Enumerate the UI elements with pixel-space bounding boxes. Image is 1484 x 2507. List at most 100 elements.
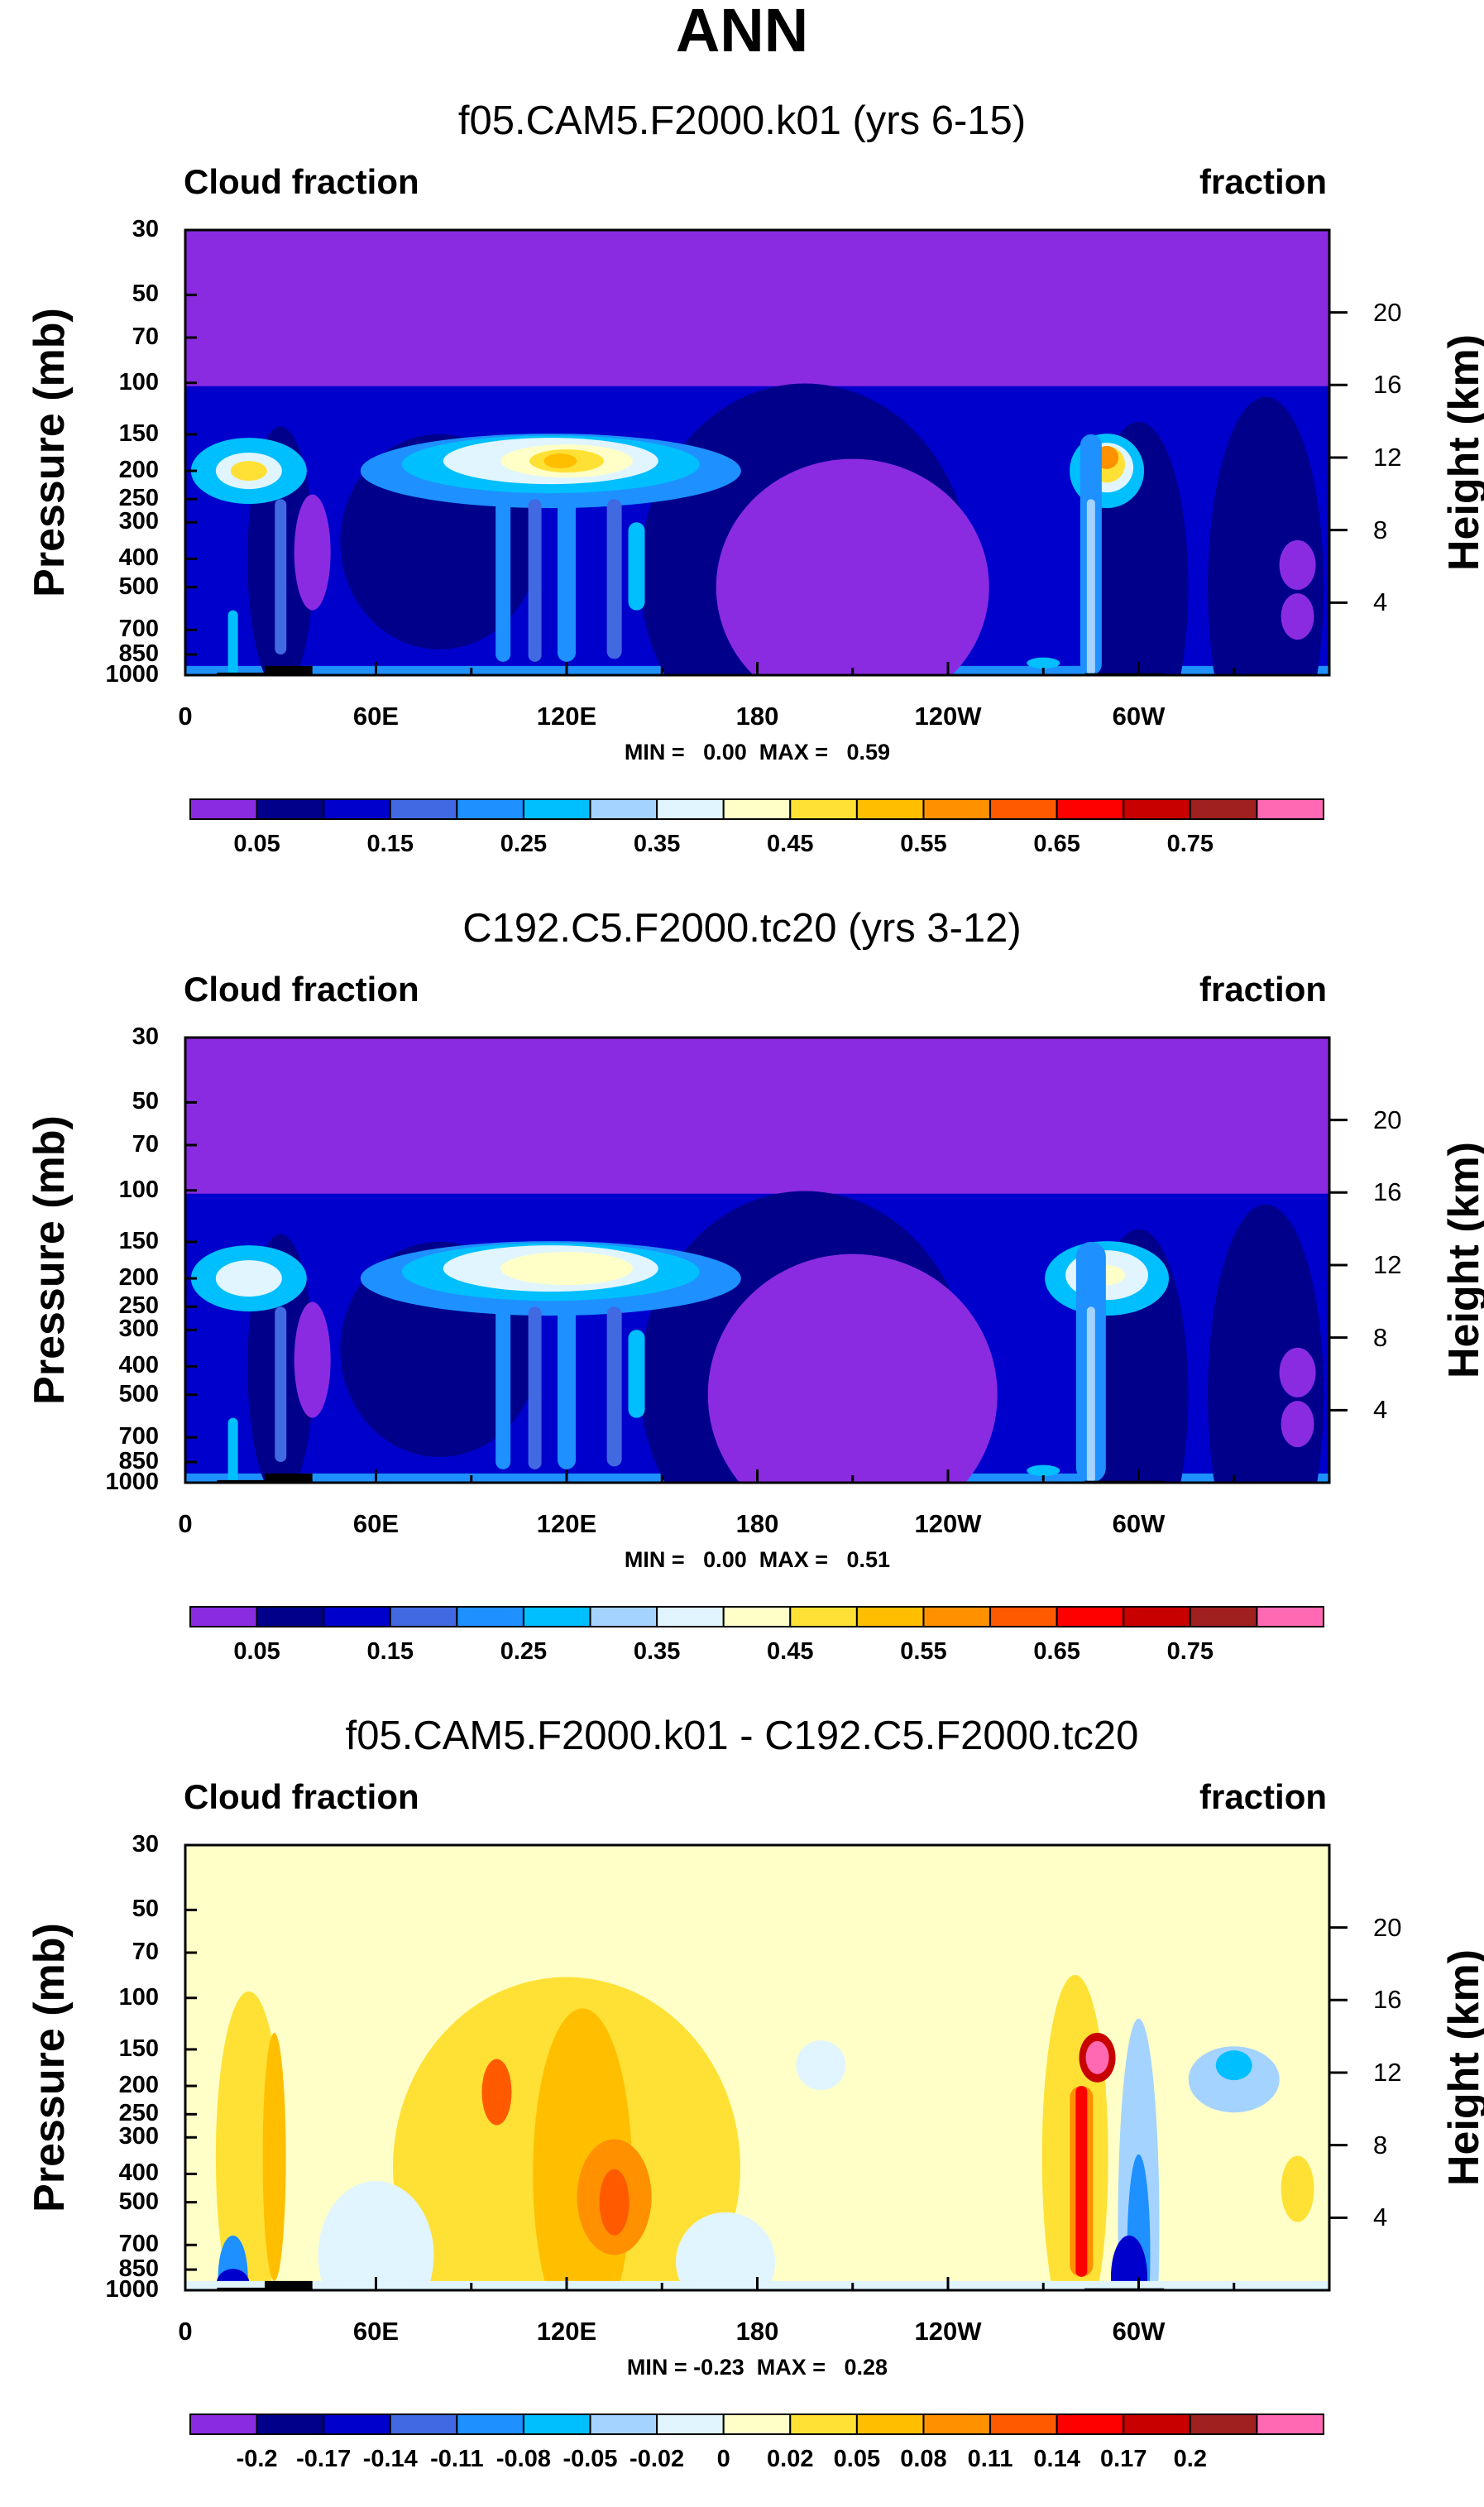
height-tick-label: 4 [1373, 1395, 1388, 1425]
contour-region [1085, 2040, 1109, 2074]
height-tick-label: 8 [1373, 515, 1388, 544]
contour-region [558, 499, 576, 662]
contour-region [481, 2059, 512, 2126]
contour-field [185, 1038, 1329, 1483]
contour-region [1279, 1347, 1316, 1397]
panel-left-label: Cloud fraction [184, 1777, 419, 1816]
pressure-tick-label: 700 [118, 2231, 159, 2258]
pressure-tick-label: 250 [118, 485, 159, 512]
colorbar-swatch [323, 798, 391, 820]
colorbar [189, 2414, 1324, 2435]
height-tick-label: 16 [1373, 1985, 1402, 2015]
panel-left-label: Cloud fraction [184, 162, 419, 201]
pressure-tick-label: 70 [132, 323, 159, 350]
pressure-tick-label: 1000 [105, 661, 159, 688]
pressure-tick-label: 30 [132, 1831, 159, 1857]
figure-title: ANN [675, 0, 809, 65]
contour-region [318, 2180, 434, 2290]
height-tick-label: 20 [1373, 1912, 1402, 1942]
colorbar-swatch [722, 798, 792, 820]
height-tick-label: 16 [1373, 370, 1402, 400]
contour-region [227, 610, 238, 675]
colorbar-swatch [1256, 2414, 1324, 2435]
contour-region [1281, 2155, 1314, 2222]
max-readout: MAX = 0.51 [759, 1547, 891, 1572]
colorbar-swatch [922, 1606, 992, 1627]
colorbar-tick-label: 0.25 [500, 831, 548, 857]
height-tick-label: 12 [1373, 1249, 1402, 1279]
colorbar-swatch [656, 1606, 725, 1627]
y-axis-label-height: Height (km) [1440, 1142, 1484, 1378]
pressure-tick-label: 200 [118, 1264, 159, 1292]
colorbar-swatch [1256, 1606, 1324, 1627]
pressure-tick-label: 1000 [105, 1469, 159, 1495]
contour-region [1027, 657, 1060, 669]
colorbar-swatch [1056, 798, 1125, 820]
contour-plot-svg [184, 1843, 1348, 2435]
pressure-tick-label: 70 [132, 1130, 159, 1158]
pressure-tick-label: 1000 [105, 2276, 159, 2303]
longitude-tick-label: 60W [1112, 702, 1166, 731]
contour-field [185, 230, 1329, 675]
contour-panel-1: f05.CAM5.F2000.k01 (yrs 6-15) Cloud frac… [0, 98, 1484, 892]
longitude-tick-label: 60W [1112, 2317, 1166, 2346]
pressure-tick-label: 100 [118, 368, 159, 395]
panel-title: C192.C5.F2000.tc20 (yrs 3-12) [462, 906, 1022, 951]
contour-region [796, 2040, 846, 2091]
colorbar-swatch [989, 1606, 1058, 1627]
colorbar-swatch [456, 798, 524, 820]
contour-region [294, 1301, 331, 1418]
y-axis-label-pressure: Pressure (mb) [26, 1115, 74, 1405]
pressure-tick-label: 100 [118, 1983, 159, 2011]
colorbar-swatch [922, 798, 992, 820]
colorbar-swatch [389, 1606, 458, 1627]
contour-region [230, 461, 267, 482]
contour-region [495, 499, 511, 662]
longitude-tick-label: 180 [735, 702, 779, 731]
pressure-tick-label: 50 [132, 280, 159, 308]
contour-panel-2: C192.C5.F2000.tc20 (yrs 3-12) Cloud frac… [0, 905, 1484, 1699]
topography [265, 665, 313, 675]
height-tick-label: 8 [1373, 2130, 1388, 2159]
contour-region [1281, 1401, 1314, 1448]
min-max-readout: MIN = 0.00 MAX = 0.51 [510, 1547, 1006, 1573]
panel-right-label: fraction [1199, 162, 1327, 201]
height-tick-label: 20 [1373, 297, 1402, 327]
colorbar-swatch [522, 2414, 591, 2435]
contour-region [606, 1306, 622, 1467]
contour-region [1027, 1464, 1060, 1477]
min-readout: MIN = 0.00 [624, 740, 747, 765]
colorbar-swatch [656, 798, 725, 820]
colorbar-swatch [256, 2414, 325, 2435]
contour-region [1086, 499, 1095, 675]
colorbar-swatch [1256, 798, 1324, 820]
contour-region [528, 1306, 542, 1469]
contour-region [606, 499, 622, 659]
colorbar-swatch [855, 2414, 925, 2435]
contour-region [262, 2032, 286, 2281]
colorbar [189, 1606, 1324, 1627]
contour-region [185, 230, 1329, 386]
y-axis-label-pressure: Pressure (mb) [26, 1923, 74, 2212]
longitude-tick-label: 120W [914, 1509, 982, 1538]
colorbar-tick-label: 0.15 [366, 831, 414, 857]
colorbar-swatch [1189, 1606, 1258, 1627]
topography [265, 1473, 313, 1483]
pressure-tick-label: 700 [118, 1423, 159, 1450]
height-tick-label: 12 [1373, 2057, 1402, 2087]
contour-region [1279, 539, 1316, 590]
min-max-readout: MIN = 0.00 MAX = 0.59 [510, 740, 1006, 765]
longitude-tick-label: 0 [178, 1509, 193, 1538]
colorbar-swatch [855, 798, 925, 820]
contour-region [1110, 2235, 1147, 2290]
panel-right-label: fraction [1199, 970, 1327, 1009]
colorbar-swatch [189, 2414, 258, 2435]
pressure-tick-label: 150 [118, 2035, 159, 2062]
longitude-tick-label: 60W [1112, 1509, 1166, 1538]
colorbar-swatch [722, 1606, 792, 1627]
pressure-tick-label: 850 [118, 2255, 159, 2283]
colorbar [189, 798, 1324, 820]
colorbar-tick-label: 0.25 [500, 1638, 548, 1665]
contour-region [543, 453, 577, 469]
height-tick-label: 4 [1373, 2203, 1388, 2232]
